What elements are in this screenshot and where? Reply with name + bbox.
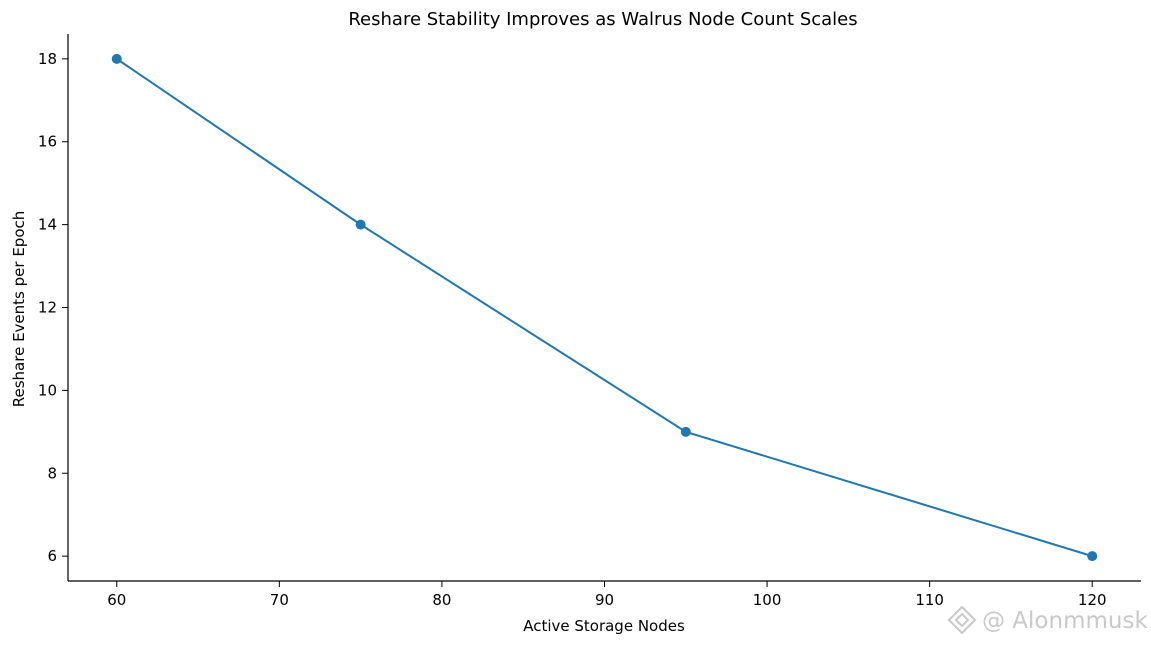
y-tick-label: 12 bbox=[38, 299, 57, 317]
y-tick-label: 18 bbox=[38, 50, 57, 68]
chart-title: Reshare Stability Improves as Walrus Nod… bbox=[348, 9, 857, 30]
data-point bbox=[680, 426, 691, 437]
x-tick-label: 60 bbox=[107, 591, 126, 609]
data-point bbox=[1087, 551, 1098, 562]
watermark-text: @ Alonmmusk bbox=[982, 608, 1148, 634]
y-tick-label: 6 bbox=[47, 547, 57, 565]
y-tick-label: 8 bbox=[47, 464, 57, 482]
data-point bbox=[111, 53, 122, 64]
y-tick-label: 16 bbox=[38, 133, 57, 151]
x-tick-label: 90 bbox=[595, 591, 614, 609]
x-tick-label: 70 bbox=[270, 591, 289, 609]
x-tick-label: 100 bbox=[753, 591, 782, 609]
axes bbox=[67, 34, 1141, 582]
x-ticks: 60 70 80 90 100 110 120 bbox=[107, 581, 1107, 609]
series-line bbox=[116, 58, 1093, 558]
x-tick-label: 80 bbox=[432, 591, 451, 609]
x-tick-label: 120 bbox=[1078, 591, 1107, 609]
x-tick-label: 110 bbox=[915, 591, 944, 609]
data-point bbox=[355, 219, 366, 230]
x-axis-label: Active Storage Nodes bbox=[523, 617, 685, 635]
y-tick-label: 10 bbox=[38, 381, 57, 399]
series-layer bbox=[111, 53, 1098, 562]
y-ticks: 6 8 10 12 14 16 18 bbox=[38, 50, 68, 565]
watermark: @ Alonmmusk bbox=[947, 605, 1148, 635]
y-tick-label: 14 bbox=[38, 216, 57, 234]
binance-diamond-icon bbox=[947, 605, 977, 635]
y-axis-label: Reshare Events per Epoch bbox=[10, 211, 28, 408]
